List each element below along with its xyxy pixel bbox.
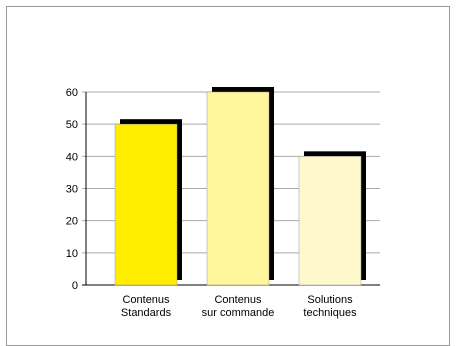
y-tick-label: 20: [66, 216, 78, 228]
x-category-label-line: Standards: [121, 307, 172, 319]
x-category-label-line: Solutions: [307, 294, 353, 306]
x-category-label: Contenus sur commande: [202, 294, 275, 319]
y-tick-label: 30: [66, 184, 78, 196]
x-category-label-line: Contenus: [214, 294, 262, 306]
bar: [206, 91, 270, 286]
y-tick-label: 60: [66, 87, 78, 99]
y-tick-label: 10: [66, 248, 78, 260]
bar: [114, 123, 178, 286]
x-category-label: Contenus Standards: [121, 294, 172, 319]
bar-layer: [114, 87, 366, 286]
y-tick-label: 0: [72, 280, 78, 292]
y-tick-label: 40: [66, 151, 78, 163]
bar: [298, 156, 362, 286]
y-tick-label: 50: [66, 119, 78, 131]
x-category-label-line: techniques: [303, 307, 357, 319]
x-category-label: Solutions techniques: [303, 294, 357, 319]
x-category-label-line: Contenus: [122, 294, 170, 306]
x-category-label-line: sur commande: [202, 307, 275, 319]
